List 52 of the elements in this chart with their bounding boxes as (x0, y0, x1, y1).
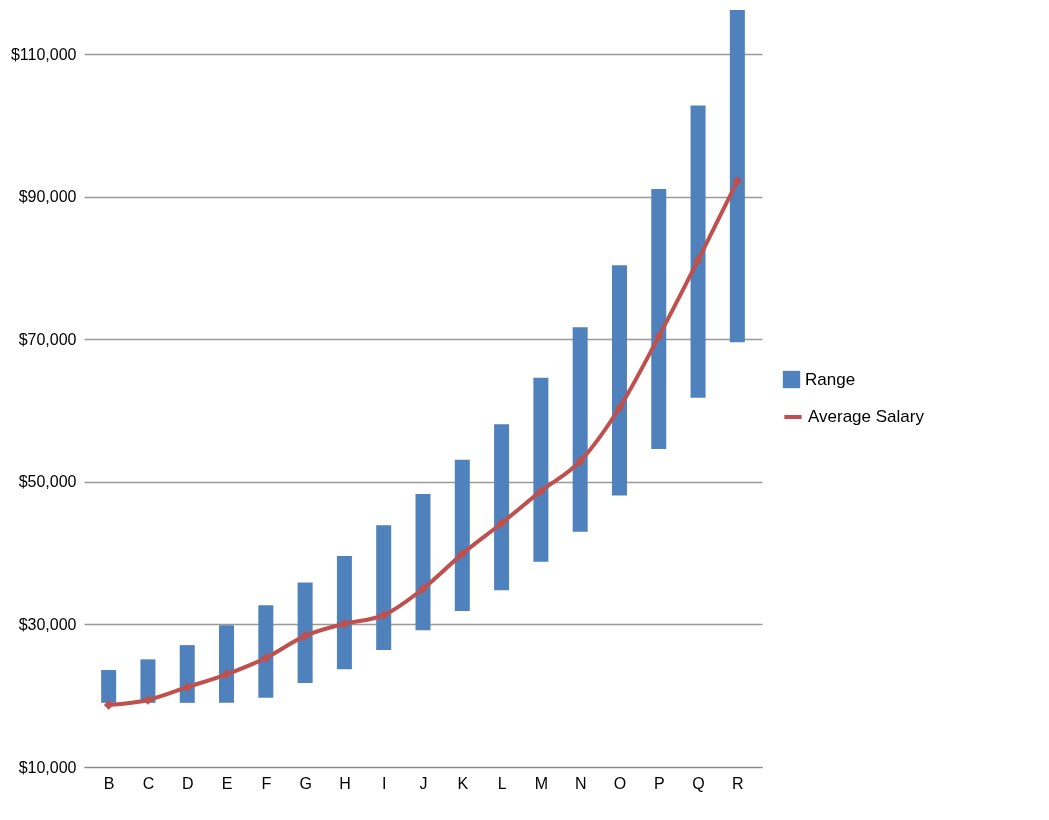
point (536, 486, 546, 496)
bar (572, 327, 588, 532)
bar (258, 605, 274, 698)
bar (415, 494, 431, 631)
x-tick-label: E (221, 774, 233, 792)
bar (179, 645, 195, 703)
bar (533, 377, 549, 562)
bar (690, 105, 706, 398)
x-tick-label: H (339, 774, 351, 792)
y-tick-label: $50,000 (18, 473, 77, 491)
bar (376, 525, 392, 651)
x-tick-label: R (732, 774, 744, 792)
point (575, 456, 585, 466)
point (732, 176, 743, 186)
y-tick-label: $90,000 (18, 188, 77, 206)
y-tick-label: $70,000 (18, 330, 77, 348)
bar (336, 556, 352, 670)
bar (651, 188, 667, 450)
x-tick-label: P (653, 774, 665, 792)
bar (219, 625, 235, 703)
x-tick-label: C (142, 774, 155, 792)
bar (454, 459, 470, 611)
point (378, 610, 389, 620)
x-tick-label: F (261, 774, 272, 792)
point (300, 631, 310, 641)
point (614, 403, 625, 413)
x-tick-label: Q (692, 774, 705, 792)
x-tick-label: M (534, 774, 549, 792)
x-tick-label: L (497, 774, 507, 792)
bar (729, 10, 745, 343)
bar (611, 265, 627, 496)
point (496, 518, 507, 528)
x-tick-label: B (103, 774, 115, 792)
x-tick-label: K (457, 774, 469, 792)
y-tick-label: $110,000 (10, 45, 77, 63)
point (182, 682, 192, 692)
point (654, 331, 664, 342)
x-tick-label: O (613, 774, 627, 792)
x-tick-label: I (381, 774, 387, 792)
point (221, 669, 232, 680)
bar (101, 670, 117, 703)
x-tick-label: N (574, 774, 587, 792)
legend-label: Range (805, 369, 856, 389)
point (457, 549, 468, 559)
y-tick-label: $10,000 (18, 758, 77, 776)
x-tick-label: J (419, 774, 428, 792)
y-tick-label: $30,000 (18, 615, 77, 633)
bar (494, 424, 510, 591)
x-tick-label: D (181, 774, 194, 792)
x-tick-label: G (299, 774, 312, 792)
legend-label: Average Salary (808, 407, 925, 426)
bar (297, 582, 313, 683)
